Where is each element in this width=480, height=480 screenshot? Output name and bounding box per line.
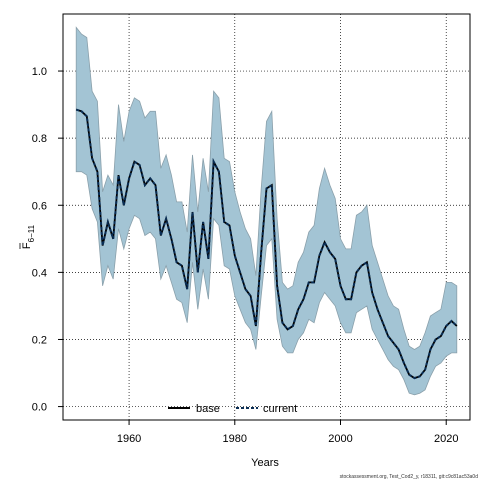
y-tick-label: 1.0: [32, 66, 47, 78]
y-tick-label: 0.6: [32, 200, 47, 212]
y-axis: 0.0 0.2 0.4 0.6 0.8 1.0: [32, 66, 63, 414]
y-tick-label: 0.0: [32, 402, 47, 414]
x-tick-label: 1980: [223, 433, 247, 445]
x-tick-label: 2020: [434, 433, 458, 445]
legend-label-current: current: [263, 403, 297, 415]
y-tick-label: 0.4: [32, 267, 47, 279]
y-axis-title-main: F: [21, 242, 33, 249]
x-tick-label: 1960: [117, 433, 141, 445]
x-tick-label: 2000: [328, 433, 352, 445]
y-axis-title-sub: 6−11: [27, 224, 36, 242]
confidence-band: [75, 26, 458, 396]
svg-text:F6−11: F6−11: [21, 224, 36, 249]
y-tick-label: 0.2: [32, 334, 47, 346]
y-axis-title: F6−11: [19, 224, 36, 249]
legend: base current: [168, 403, 297, 415]
x-axis-title: Years: [251, 457, 279, 469]
x-axis: 1960 1980 2000 2020: [117, 420, 458, 445]
series-line-current: [75, 108, 458, 380]
legend-label-base: base: [196, 403, 220, 415]
plot-frame: [62, 13, 471, 421]
y-tick-label: 0.8: [32, 133, 47, 145]
footer-note: stockassessment.org, Test_Cod2_y, r18311…: [340, 474, 479, 480]
